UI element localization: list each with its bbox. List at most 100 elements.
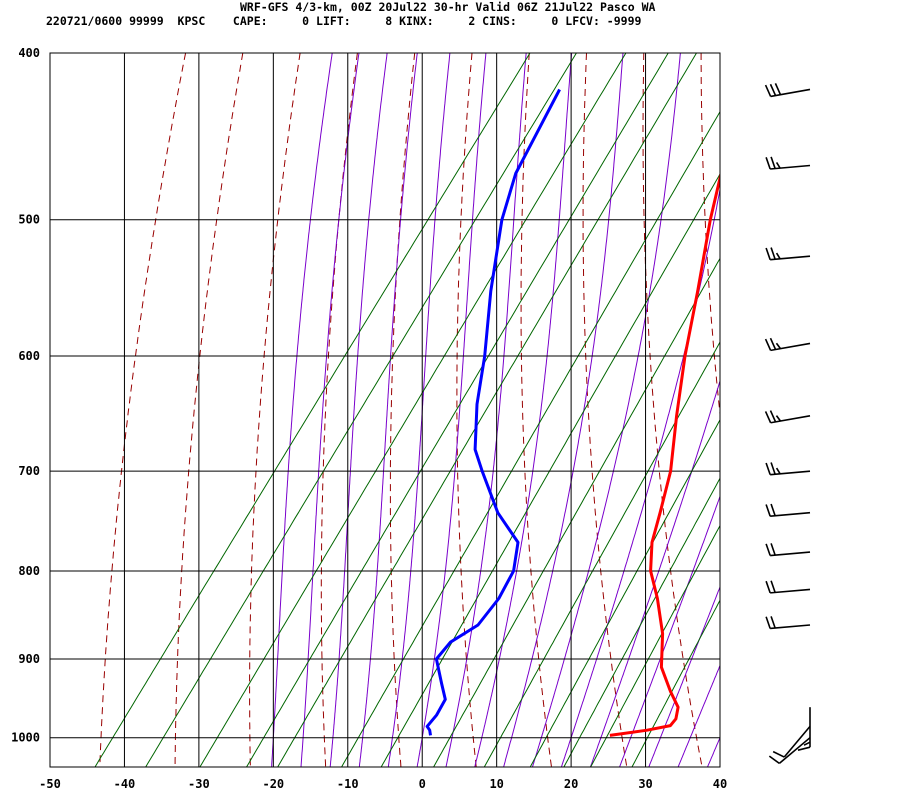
barb-feather: [775, 161, 781, 169]
moist-adiabat: [300, 53, 360, 767]
barb-feather: [803, 741, 811, 746]
barb-staff: [783, 725, 811, 758]
barb-staff: [770, 415, 811, 424]
barb-staff: [778, 737, 811, 765]
barb-feather: [769, 83, 777, 96]
barb-staff: [770, 164, 811, 170]
barb-feather: [774, 83, 782, 95]
dry-adiabat: [99, 53, 187, 767]
pressure-tick-label: 1000: [11, 731, 40, 745]
barb-feather: [770, 616, 776, 629]
pressure-tick-label: 600: [18, 349, 40, 363]
barb-feather: [770, 462, 776, 475]
barb-feather: [775, 252, 781, 260]
wind-barb: [765, 580, 811, 594]
barb-staff: [770, 624, 811, 630]
barb-feather: [770, 543, 776, 556]
barb-staff: [770, 588, 811, 594]
mixing-ratio-line: [433, 257, 720, 767]
wind-barb: [764, 83, 811, 98]
temperature-tick-label: 0: [419, 777, 426, 791]
wind-barb: [765, 247, 811, 261]
wind-barb: [764, 337, 811, 352]
mixing-ratio-line: [590, 524, 720, 767]
dry-adiabat: [700, 53, 720, 419]
moist-adiabat: [737, 53, 900, 767]
moist-adiabat: [560, 187, 720, 767]
moist-adiabat: [589, 379, 720, 767]
mixing-ratio-line: [563, 477, 720, 767]
mixing-ratio-line: [246, 53, 669, 767]
dewpoint-profile: [425, 88, 561, 736]
barb-feather: [765, 504, 771, 517]
barb-feather: [765, 247, 771, 260]
wind-barb: [765, 156, 811, 170]
mixing-ratio-line: [631, 599, 720, 767]
temperature-tick-label: 10: [489, 777, 503, 791]
moist-adiabat: [387, 53, 451, 767]
moist-adiabat: [329, 53, 388, 767]
temperature-tick-label: -40: [114, 777, 136, 791]
temperature-tick-label: -10: [337, 777, 359, 791]
mixing-ratio-line: [94, 53, 531, 767]
barb-feather: [775, 415, 782, 422]
moist-adiabat: [677, 664, 720, 767]
plot-frame: [49, 52, 721, 768]
barb-staff: [770, 551, 811, 557]
temperature-tick-label: 40: [713, 777, 727, 791]
barb-feather: [764, 411, 772, 424]
barb-feather: [765, 157, 771, 170]
barb-feather: [775, 467, 781, 475]
wind-barb: [765, 543, 811, 557]
barb-feather: [770, 156, 776, 169]
temperature-tick-label: 20: [564, 777, 578, 791]
moist-adiabat: [358, 53, 418, 767]
barb-feather: [770, 580, 776, 593]
grid-lines: [49, 52, 721, 767]
barb-staff: [770, 342, 811, 352]
moist-adiabat: [503, 53, 624, 767]
dry-adiabat: [642, 53, 703, 767]
barb-feather: [764, 84, 772, 97]
mixing-ratio-line: [483, 341, 720, 767]
barb-feather: [772, 750, 785, 758]
wind-barbs: [764, 83, 811, 765]
axis-labels: 400 500 600 700 800 900 1000 -50 -40 -30 -20 -10 0 10…: [11, 46, 727, 791]
moist-adiabat: [707, 736, 720, 767]
moist-adiabat: [474, 53, 573, 767]
moist-adiabat: [531, 53, 681, 767]
barb-feather: [765, 616, 771, 629]
pressure-tick-label: 700: [18, 464, 40, 478]
moist-adiabat: [648, 585, 720, 767]
dry-adiabat: [816, 53, 900, 767]
barb-feather: [770, 503, 776, 517]
mixing-ratio-line: [380, 173, 720, 767]
mixing-ratio-line: [199, 53, 627, 767]
pressure-tick-label: 900: [18, 652, 40, 666]
temperature-tick-label: -20: [262, 777, 284, 791]
mixing-ratio-line: [145, 53, 577, 767]
temperature-profile: [609, 171, 720, 737]
pressure-tick-label: 800: [18, 564, 40, 578]
barb-staff: [770, 88, 811, 98]
wind-barb: [772, 725, 811, 758]
wind-barb: [765, 462, 811, 476]
barb-staff: [770, 255, 811, 261]
barb-feather: [797, 746, 811, 751]
background-lines: [94, 53, 900, 767]
temperature-tick-label: -50: [39, 777, 61, 791]
barb-feather: [765, 543, 771, 556]
temperature-tick-label: -30: [188, 777, 210, 791]
moist-adiabat: [416, 53, 487, 767]
barb-feather: [764, 338, 772, 351]
barb-feather: [765, 580, 771, 594]
chart-title: WRF-GFS 4/3-km, 00Z 20Jul22 30-hr Valid …: [240, 0, 656, 14]
moist-adiabat: [619, 494, 720, 767]
pressure-tick-label: 500: [18, 213, 40, 227]
sounding-profiles: [425, 88, 720, 737]
mixing-ratio-line: [529, 418, 720, 767]
moist-adiabat: [271, 53, 333, 767]
barb-feather: [769, 337, 777, 350]
barb-staff: [770, 470, 811, 476]
wind-barb: [765, 503, 811, 517]
